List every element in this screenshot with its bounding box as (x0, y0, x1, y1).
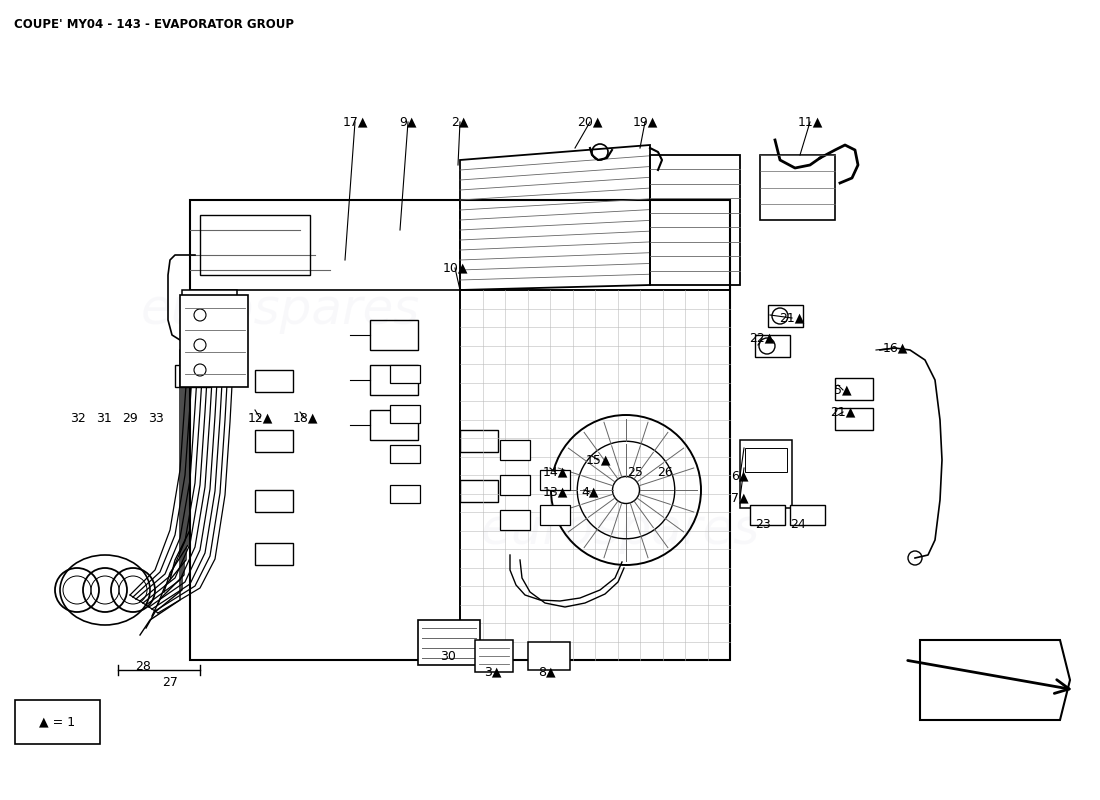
Bar (182, 290, 236, 365)
Bar (180, 295, 248, 387)
Text: 22▲: 22▲ (749, 331, 774, 345)
Text: 20▲: 20▲ (578, 115, 603, 129)
Bar (768, 305, 803, 327)
Text: 25: 25 (627, 466, 642, 478)
Text: 11▲: 11▲ (798, 115, 823, 129)
Bar (370, 320, 418, 350)
Text: 28: 28 (135, 659, 151, 673)
Circle shape (613, 477, 639, 503)
Text: 7▲: 7▲ (732, 491, 749, 505)
Bar (418, 620, 480, 665)
Bar (255, 543, 293, 565)
Text: 18▲: 18▲ (293, 411, 318, 425)
Text: 9▲: 9▲ (399, 115, 417, 129)
Bar (255, 430, 293, 452)
Text: 10▲: 10▲ (442, 262, 468, 274)
Text: 30: 30 (440, 650, 455, 662)
Text: 14▲: 14▲ (542, 466, 568, 478)
Text: 26: 26 (657, 466, 673, 478)
Text: 32: 32 (70, 411, 86, 425)
Bar (188, 340, 230, 354)
Text: ▲ = 1: ▲ = 1 (40, 715, 76, 729)
Text: eurospares: eurospares (481, 506, 760, 554)
Bar (390, 365, 420, 383)
Text: 17▲: 17▲ (342, 115, 367, 129)
Text: 27: 27 (162, 675, 178, 689)
Bar (540, 470, 570, 490)
Bar (188, 300, 230, 314)
Bar (255, 490, 293, 512)
Text: 5▲: 5▲ (834, 383, 851, 397)
Text: 33: 33 (148, 411, 164, 425)
Bar (750, 505, 785, 525)
Text: 31: 31 (96, 411, 112, 425)
Text: 23: 23 (755, 518, 771, 530)
Bar (745, 448, 786, 472)
Bar (540, 505, 570, 525)
Bar (835, 408, 873, 430)
Text: 16▲: 16▲ (882, 342, 908, 354)
Bar (390, 485, 420, 503)
Text: 13▲: 13▲ (542, 486, 568, 498)
Bar (475, 640, 513, 672)
Bar (528, 642, 570, 670)
Bar (755, 335, 790, 357)
Bar (460, 430, 498, 452)
Text: 2▲: 2▲ (451, 115, 469, 129)
Bar (835, 378, 873, 400)
Text: 19▲: 19▲ (632, 115, 658, 129)
Bar (790, 505, 825, 525)
Bar (255, 370, 293, 392)
Text: eurospares: eurospares (141, 286, 419, 334)
Bar (370, 410, 418, 440)
Bar (500, 440, 530, 460)
Bar (500, 475, 530, 495)
Text: 3▲: 3▲ (484, 666, 502, 678)
Text: 29: 29 (122, 411, 138, 425)
Text: 24: 24 (790, 518, 806, 530)
Bar (740, 440, 792, 508)
Bar (15, 700, 100, 744)
Text: 21▲: 21▲ (779, 311, 805, 325)
Text: 8▲: 8▲ (538, 666, 556, 678)
Polygon shape (920, 640, 1070, 720)
Text: COUPE' MY04 - 143 - EVAPORATOR GROUP: COUPE' MY04 - 143 - EVAPORATOR GROUP (14, 18, 294, 31)
Text: 4▲: 4▲ (581, 486, 598, 498)
Bar (390, 445, 420, 463)
Bar (760, 155, 835, 220)
Text: 12▲: 12▲ (248, 411, 273, 425)
Bar (500, 510, 530, 530)
Bar (460, 480, 498, 502)
Bar (188, 320, 230, 334)
Text: 21▲: 21▲ (830, 406, 856, 418)
Bar (370, 365, 418, 395)
Bar (175, 365, 210, 387)
Text: 6▲: 6▲ (732, 470, 749, 482)
Bar (390, 405, 420, 423)
Text: 15▲: 15▲ (585, 454, 611, 466)
